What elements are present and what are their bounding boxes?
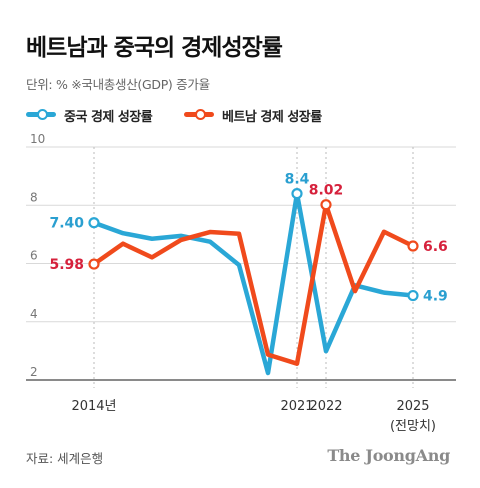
chart-title: 베트남과 중국의 경제성장률 bbox=[26, 35, 283, 61]
legend-label-china: 중국 경제 성장률 bbox=[64, 110, 153, 125]
x-tick-label: 2022 bbox=[309, 399, 342, 414]
series-line-0 bbox=[91, 191, 416, 376]
data-label: 8.4 bbox=[285, 172, 310, 188]
source-note: 자료: 세계은행 bbox=[26, 451, 104, 466]
y-tick-label: 4 bbox=[30, 307, 38, 321]
data-label: 5.98 bbox=[49, 257, 84, 273]
y-tick-label: 6 bbox=[30, 249, 38, 263]
series-line-1 bbox=[91, 202, 416, 366]
x-tick-label: 2014년 bbox=[71, 399, 116, 414]
legend-marker-china bbox=[37, 109, 48, 120]
data-point-marker bbox=[291, 188, 303, 200]
data-point-marker bbox=[88, 258, 100, 270]
data-point-marker bbox=[407, 240, 419, 252]
data-label: 7.40 bbox=[49, 216, 84, 232]
data-point-marker bbox=[320, 199, 332, 211]
y-tick-label: 2 bbox=[30, 365, 38, 379]
x-tick-sublabel: (전망치) bbox=[390, 419, 436, 434]
brand-logo: The JoongAng bbox=[327, 446, 450, 465]
data-label: 4.9 bbox=[423, 289, 448, 305]
x-tick-label: 2025 bbox=[396, 399, 429, 414]
data-point-marker bbox=[88, 217, 100, 229]
y-tick-label: 10 bbox=[30, 132, 45, 146]
data-label: 6.6 bbox=[423, 239, 448, 255]
legend-marker-vietnam bbox=[195, 109, 206, 120]
data-label: 8.02 bbox=[309, 183, 344, 199]
legend-label-vietnam: 베트남 경제 성장률 bbox=[222, 110, 322, 125]
unit-note: 단위: % ※국내총생산(GDP) 증가율 bbox=[26, 77, 210, 92]
x-tick-label: 2021 bbox=[280, 399, 313, 414]
y-tick-label: 8 bbox=[30, 190, 38, 204]
data-point-marker bbox=[407, 289, 419, 302]
